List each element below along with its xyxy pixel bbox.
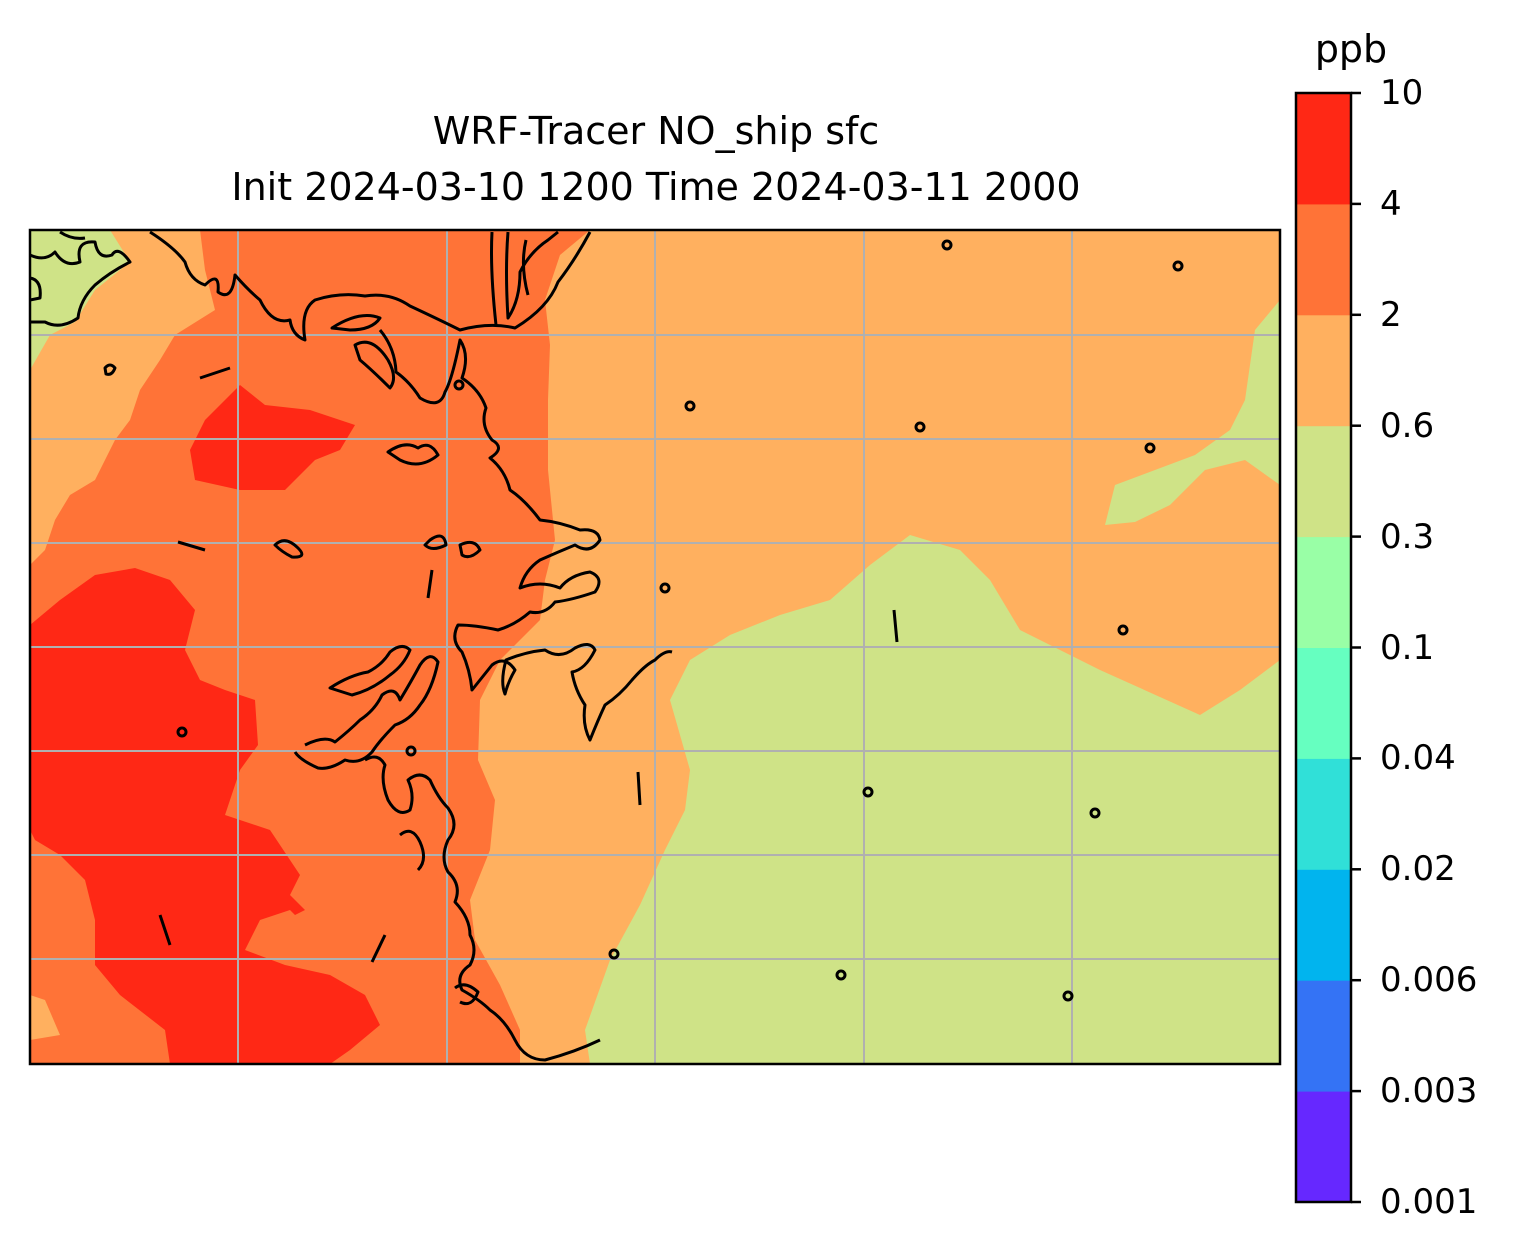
colorbar-tick-label: 0.003 (1380, 1071, 1478, 1112)
coastline-main (149, 230, 592, 342)
station-marker (659, 582, 671, 594)
station-marker (914, 421, 926, 433)
coastline-islands-mid (273, 443, 482, 559)
colorbar (1294, 91, 1361, 1204)
coastlines (30, 230, 899, 1062)
coastline-fjord-1 (490, 230, 559, 326)
colorbar-tick-label: 4 (1380, 183, 1402, 224)
station-marker (1144, 442, 1156, 454)
colorbar-tick-label: 0.006 (1380, 960, 1478, 1001)
colorbar-unit-label: ppb (1314, 27, 1388, 71)
gridlines (30, 230, 1280, 1064)
coastline-south (364, 755, 601, 1062)
coastline-peninsulas (293, 645, 440, 770)
station-marker (1172, 260, 1184, 272)
colorbar-segment (1296, 314, 1351, 427)
station-marker (1117, 624, 1129, 636)
colorbar-segment (1296, 869, 1351, 981)
colorbar-segment (1296, 758, 1351, 870)
contour-4-10-north (190, 385, 355, 490)
map-frame (28, 228, 1282, 1066)
colorbar-tick-label: 0.3 (1380, 516, 1435, 557)
coastline-small-island (103, 363, 117, 376)
station-markers (176, 239, 1184, 1002)
coastline-inner-1 (330, 314, 395, 390)
colorbar-tick-label: 2 (1380, 294, 1402, 335)
station-marker (453, 379, 465, 391)
station-marker (1062, 990, 1074, 1002)
colorbar-tick-label: 0.1 (1380, 627, 1435, 668)
colorbar-tick-label: 0.04 (1380, 738, 1456, 779)
station-marker (862, 786, 874, 798)
colorbar-segment (1296, 425, 1351, 538)
colorbar-tick-label: 10 (1380, 73, 1424, 113)
station-marker (941, 239, 953, 251)
colorbar-tick-label: 0.02 (1380, 849, 1456, 890)
station-marker (1089, 807, 1101, 819)
colorbar-segment (1296, 1091, 1351, 1203)
map-title-line-1: WRF-Tracer NO_ship sfc (432, 109, 880, 153)
map-title-line-2: Init 2024-03-10 1200 Time 2024-03-11 200… (231, 165, 1081, 209)
station-marker (835, 969, 847, 981)
colorbar-segment (1296, 536, 1351, 648)
station-marker (176, 726, 188, 738)
colorbar-segment (1296, 980, 1351, 1092)
colorbar-segment (1296, 203, 1351, 316)
station-marker (608, 948, 620, 960)
contour-4-10-south (30, 568, 380, 1064)
colorbar-tick-label: 0.6 (1380, 405, 1435, 446)
coastline-ticks (158, 366, 899, 963)
coastline-nw (30, 230, 132, 327)
colorbar-tick-label: 0.001 (1380, 1182, 1478, 1222)
colorbar-segment (1296, 93, 1351, 205)
contour-0.3-0.6-nw (30, 230, 130, 370)
station-marker (405, 745, 417, 757)
station-marker (684, 400, 696, 412)
coastline-indented (378, 329, 673, 742)
colorbar-segment (1296, 647, 1351, 759)
